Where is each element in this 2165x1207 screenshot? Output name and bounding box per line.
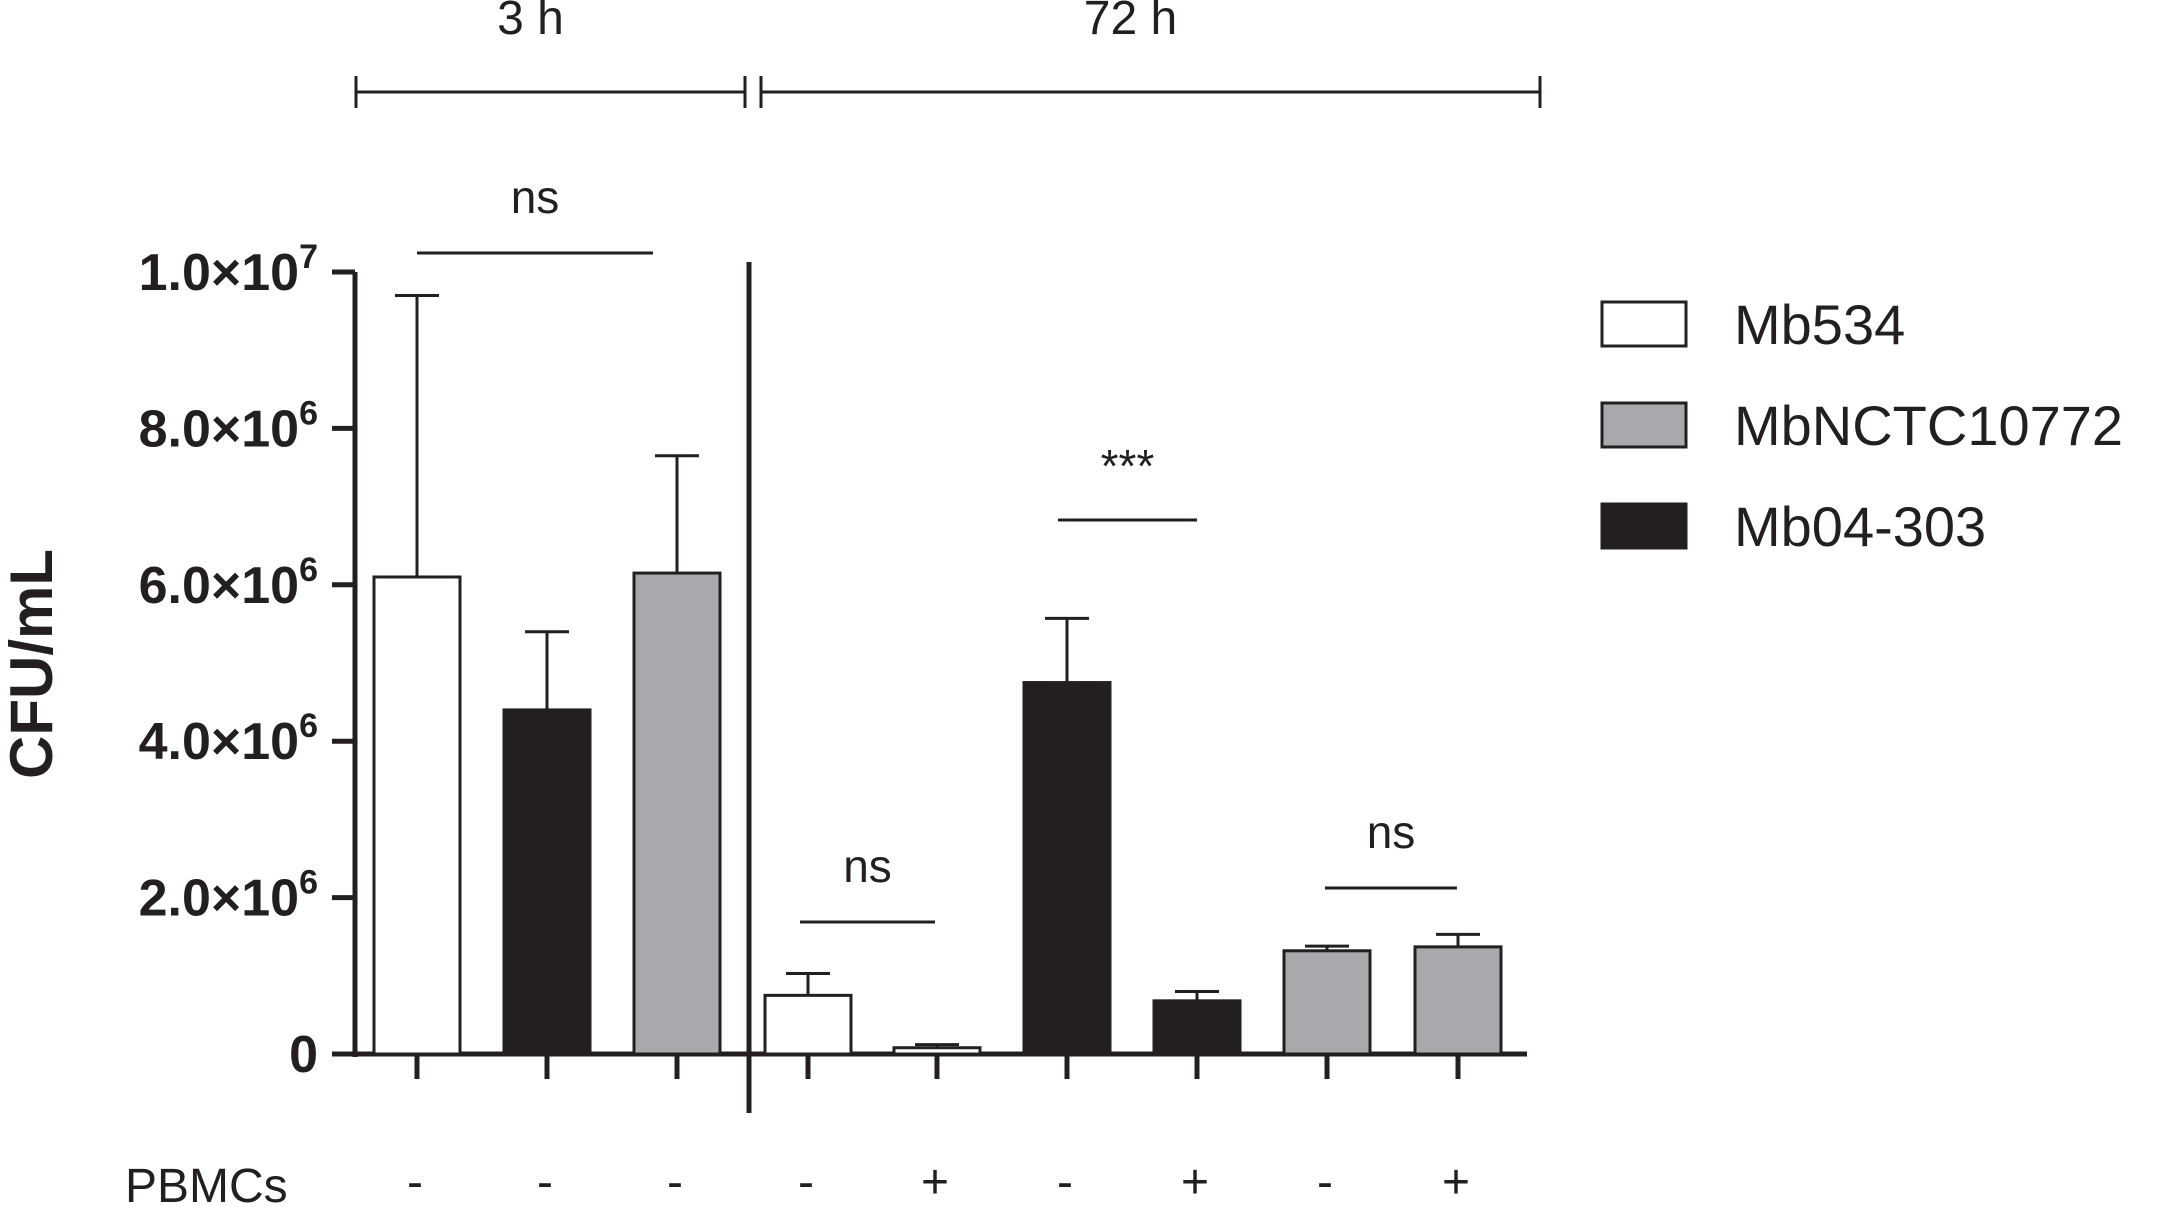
y-axis-label: CFU/mL <box>0 549 65 779</box>
y-tick-mantissa: 8.0×10 <box>139 400 300 458</box>
time-group-label-1: 72 h <box>1084 0 1177 45</box>
sig-label-3: ns <box>1367 806 1416 858</box>
y-tick-exponent: 6 <box>299 551 318 589</box>
y-tick-mantissa: 1.0×10 <box>139 244 300 302</box>
x-ticks <box>414 1054 1461 1079</box>
pbmc-marker-0: - <box>407 1156 423 1207</box>
bar-8 <box>1413 945 1503 1056</box>
y-tick-label-4: 8.0×106 <box>139 394 318 458</box>
pbmc-marker-1: - <box>537 1156 553 1207</box>
pbmc-marker-7: - <box>1317 1156 1333 1207</box>
legend-swatch-0 <box>1600 300 1688 348</box>
sig-label-1: ns <box>843 840 892 892</box>
bar-7 <box>1282 949 1372 1056</box>
y-tick-label-5: 1.0×107 <box>139 238 318 302</box>
y-tick-exponent: 7 <box>299 238 318 276</box>
bar-3 <box>763 993 853 1056</box>
sig-label-0: ns <box>511 171 560 223</box>
pbmc-marker-4: + <box>921 1156 949 1207</box>
time-group-label-0: 3 h <box>497 0 564 45</box>
sig-label-2: *** <box>1101 440 1155 492</box>
bar-1 <box>502 708 592 1056</box>
bar-0 <box>372 575 462 1056</box>
legend-swatch-2 <box>1600 502 1688 550</box>
legend-label-1: MbNCTC10772 <box>1734 394 2123 457</box>
y-tick-exponent: 6 <box>299 707 318 745</box>
y-tick-exponent: 6 <box>299 394 318 432</box>
y-tick-label-3: 6.0×106 <box>139 551 318 615</box>
pbmc-marker-6: + <box>1181 1156 1209 1207</box>
y-tick-mantissa: 2.0×10 <box>139 870 300 928</box>
bars <box>372 293 1503 1056</box>
legend-label-2: Mb04-303 <box>1734 495 1986 558</box>
legend-label-0: Mb534 <box>1734 293 1905 356</box>
bar-5 <box>1022 681 1112 1056</box>
bar-2 <box>632 571 722 1056</box>
pbmc-marker-8: + <box>1442 1156 1470 1207</box>
significance-annotations: ns ns *** ns <box>417 171 1457 924</box>
y-tick-mantissa: 0 <box>289 1026 318 1084</box>
legend: Mb534 MbNCTC10772 Mb04-303 <box>1600 293 2123 558</box>
y-tick-label-0: 0 <box>289 1026 318 1084</box>
y-axis: CFU/mL 02.0×1064.0×1066.0×1068.0×1061.0×… <box>0 238 358 1084</box>
bar-6 <box>1152 999 1242 1056</box>
y-tick-exponent: 6 <box>299 864 318 902</box>
y-tick-mantissa: 6.0×10 <box>139 557 300 615</box>
time-brackets: 3 h 72 h <box>354 0 1542 108</box>
y-tick-label-1: 2.0×106 <box>139 864 318 928</box>
pbmc-row-label: PBMCs <box>125 1160 288 1207</box>
pbmc-marker-5: - <box>1057 1156 1073 1207</box>
legend-swatch-1 <box>1600 401 1688 449</box>
y-tick-mantissa: 4.0×10 <box>139 713 300 771</box>
y-tick-label-2: 4.0×106 <box>139 707 318 771</box>
bar-4 <box>892 1046 982 1056</box>
pbmc-marker-3: - <box>798 1156 814 1207</box>
pbmc-row: PBMCs - - - - + - + - + <box>125 1156 1470 1207</box>
pbmc-marker-2: - <box>667 1156 683 1207</box>
